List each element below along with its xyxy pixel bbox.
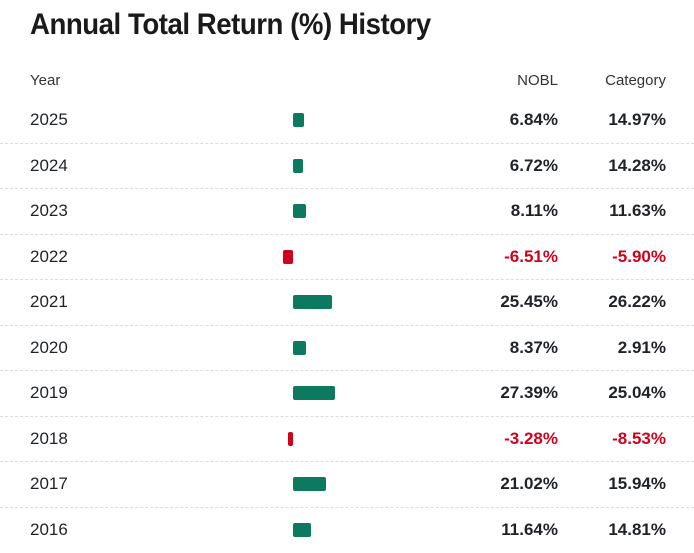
return-bar: [293, 204, 306, 218]
table-row: 2018 -3.28% -8.53%: [0, 417, 694, 463]
category-return-value: -8.53%: [612, 429, 666, 449]
category-return-value: 15.94%: [608, 474, 666, 494]
returns-table: Year NOBL Category 2025 6.84% 14.97% 2024 6.…: [0, 68, 694, 553]
return-bar: [293, 341, 306, 355]
year-label: 2022: [30, 247, 68, 267]
category-return-value: 14.28%: [608, 156, 666, 176]
category-return-value: 14.97%: [608, 110, 666, 130]
return-bar: [293, 386, 335, 400]
table-row: 2016 11.64% 14.81%: [0, 508, 694, 553]
year-label: 2023: [30, 201, 68, 221]
column-header-category: Category: [605, 72, 666, 89]
year-label: 2024: [30, 156, 68, 176]
year-label: 2018: [30, 429, 68, 449]
fund-return-value: 11.64%: [501, 520, 558, 540]
table-row: 2023 8.11% 11.63%: [0, 189, 694, 235]
return-bar: [293, 295, 332, 309]
category-return-value: 2.91%: [618, 338, 666, 358]
table-row: 2017 21.02% 15.94%: [0, 462, 694, 508]
fund-return-value: -3.28%: [504, 429, 558, 449]
year-label: 2019: [30, 383, 68, 403]
bar-track: [240, 98, 380, 143]
bar-track: [240, 417, 380, 462]
category-return-value: 25.04%: [608, 383, 666, 403]
fund-return-value: 6.84%: [510, 110, 558, 130]
year-label: 2016: [30, 520, 68, 540]
table-row: 2022 -6.51% -5.90%: [0, 235, 694, 281]
bar-track: [240, 508, 380, 553]
return-bar: [283, 250, 293, 264]
year-label: 2025: [30, 110, 68, 130]
bar-track: [240, 326, 380, 371]
page-title: Annual Total Return (%) History: [30, 8, 431, 42]
fund-return-value: 27.39%: [500, 383, 558, 403]
fund-return-value: 25.45%: [500, 292, 558, 312]
fund-return-value: 8.11%: [511, 201, 558, 221]
return-bar: [293, 113, 304, 127]
table-row: 2025 6.84% 14.97%: [0, 98, 694, 144]
return-bar: [293, 477, 326, 491]
table-row: 2020 8.37% 2.91%: [0, 326, 694, 372]
table-body: 2025 6.84% 14.97% 2024 6.72% 14.28% 2023 8.11% 1…: [0, 98, 694, 553]
fund-return-value: 6.72%: [510, 156, 558, 176]
category-return-value: -5.90%: [612, 247, 666, 267]
fund-return-value: -6.51%: [504, 247, 558, 267]
column-header-fund: NOBL: [517, 72, 558, 89]
category-return-value: 26.22%: [608, 292, 666, 312]
bar-track: [240, 462, 380, 507]
bar-track: [240, 371, 380, 416]
return-bar: [293, 159, 303, 173]
table-row: 2019 27.39% 25.04%: [0, 371, 694, 417]
category-return-value: 14.81%: [608, 520, 666, 540]
table-row: 2024 6.72% 14.28%: [0, 144, 694, 190]
bar-track: [240, 144, 380, 189]
year-label: 2020: [30, 338, 68, 358]
bar-track: [240, 280, 380, 325]
fund-return-value: 8.37%: [510, 338, 558, 358]
table-header: Year NOBL Category: [0, 68, 694, 98]
return-bar: [288, 432, 293, 446]
column-header-year: Year: [30, 72, 60, 89]
bar-track: [240, 189, 380, 234]
year-label: 2017: [30, 474, 68, 494]
table-row: 2021 25.45% 26.22%: [0, 280, 694, 326]
year-label: 2021: [30, 292, 68, 312]
category-return-value: 11.63%: [609, 201, 666, 221]
bar-track: [240, 235, 380, 280]
return-bar: [293, 523, 311, 537]
fund-return-value: 21.02%: [500, 474, 558, 494]
